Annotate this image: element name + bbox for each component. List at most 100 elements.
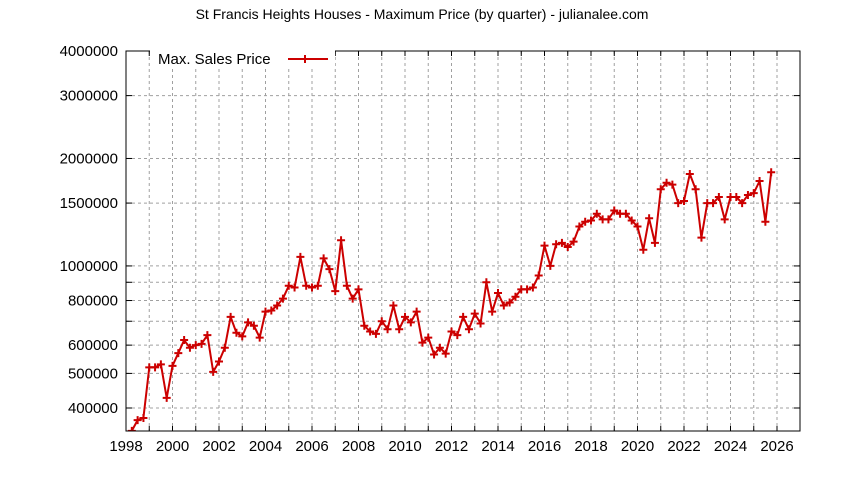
plot-frame [125, 50, 801, 432]
data-point-marker [371, 329, 380, 338]
data-point-marker [761, 217, 770, 226]
data-point-marker [354, 285, 363, 294]
data-point-marker [139, 414, 148, 423]
data-point-marker [546, 261, 555, 270]
legend-label: Max. Sales Price [158, 51, 271, 68]
data-point-marker [366, 327, 375, 336]
data-point-marker [185, 343, 194, 352]
data-point-marker [709, 199, 718, 208]
x-tick-label: 1998 [109, 438, 142, 455]
data-point-marker [273, 301, 282, 310]
x-tick-label: 2010 [388, 438, 421, 455]
x-tick-label: 2024 [714, 438, 747, 455]
data-point-marker [714, 192, 723, 201]
data-point-marker [308, 283, 316, 292]
legend-marker-icon [301, 55, 309, 63]
data-point-marker [656, 185, 665, 194]
data-point-marker [418, 338, 427, 347]
data-point-marker [488, 307, 497, 316]
x-tick-label: 2014 [481, 438, 514, 455]
data-point-marker [348, 294, 357, 303]
data-point-marker [377, 317, 386, 326]
data-point-marker [389, 301, 398, 310]
data-point-marker [668, 180, 677, 189]
y-tick-label: 2000000 [60, 150, 118, 167]
data-point-marker [505, 298, 514, 307]
y-tick-label: 500000 [68, 365, 118, 382]
data-point-marker [238, 332, 247, 341]
data-point-marker [540, 241, 549, 250]
data-point-marker [430, 350, 439, 359]
data-point-marker [226, 312, 235, 321]
data-point-marker [499, 301, 508, 310]
data-point-marker [749, 189, 758, 198]
x-tick-label: 2020 [621, 438, 654, 455]
data-point-marker [767, 168, 776, 177]
data-point-marker [627, 216, 636, 225]
data-point-marker [290, 283, 299, 292]
data-point-marker [494, 288, 502, 297]
data-point-marker [191, 341, 200, 350]
data-point-marker [319, 254, 328, 263]
data-point-marker [278, 294, 287, 303]
data-point-marker [296, 252, 305, 261]
data-point-marker [342, 281, 351, 290]
x-tick-label: 2002 [202, 438, 235, 455]
data-point-marker [645, 214, 654, 223]
data-point-marker [406, 318, 415, 327]
data-point-marker [697, 233, 706, 242]
data-point-marker [680, 197, 688, 206]
data-point-marker [482, 278, 491, 287]
data-point-marker [249, 321, 258, 330]
x-tick-label: 2026 [760, 438, 793, 455]
x-tick-label: 2008 [342, 438, 375, 455]
data-point-marker [383, 325, 392, 334]
data-point-marker [633, 222, 642, 231]
data-point-marker [743, 191, 752, 200]
data-point-marker [662, 178, 671, 187]
legend: Max. Sales Price [150, 47, 335, 68]
data-point-marker [174, 349, 183, 358]
y-tick-label: 600000 [68, 337, 118, 354]
data-point-marker [151, 363, 160, 372]
data-point-marker [395, 325, 404, 334]
data-point-marker [569, 237, 578, 246]
y-tick-label: 400000 [68, 400, 118, 417]
y-tick-label: 1500000 [60, 195, 118, 212]
data-point-marker [412, 307, 421, 316]
data-point-marker [267, 306, 276, 315]
x-tick-label: 2012 [435, 438, 468, 455]
x-tick-label: 2006 [295, 438, 328, 455]
data-point-marker [557, 238, 566, 247]
data-point-marker [476, 319, 485, 328]
data-point-marker [523, 285, 532, 294]
x-tick-label: 2004 [249, 438, 282, 455]
data-point-marker [453, 331, 462, 340]
x-tick-label: 2022 [667, 438, 700, 455]
data-point-marker [209, 367, 218, 376]
data-point-marker [232, 328, 241, 337]
data-point-marker [401, 312, 409, 321]
data-point-marker [511, 292, 520, 301]
gridlines [126, 50, 800, 431]
data-point-marker [581, 217, 590, 226]
data-point-marker [203, 331, 212, 340]
y-tick-label: 800000 [68, 293, 118, 310]
data-point-marker [691, 185, 700, 194]
data-point-marker [610, 206, 619, 215]
data-point-marker [459, 312, 468, 321]
data-point-marker [575, 222, 584, 231]
data-point-marker [313, 281, 322, 290]
chart-title: St Francis Heights Houses - Maximum Pric… [195, 6, 649, 22]
data-point-marker [133, 416, 142, 425]
data-point-marker [738, 199, 747, 208]
y-tick-label: 3000000 [60, 88, 118, 105]
data-point-marker [156, 360, 165, 369]
data-point-marker [180, 336, 189, 345]
data-point-marker [302, 281, 311, 290]
data-point-marker [162, 393, 171, 402]
data-point-marker [261, 307, 270, 316]
x-tick-label: 2016 [528, 438, 561, 455]
data-point-marker [732, 192, 741, 201]
data-point-marker [552, 240, 561, 249]
